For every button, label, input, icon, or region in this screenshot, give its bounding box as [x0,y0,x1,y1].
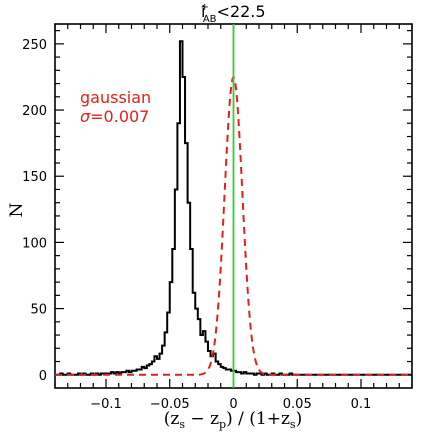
xlabel-prefix: (z [164,409,180,429]
xlabel-sub-s2: s [290,418,296,431]
title-suffix: <22.5 [217,2,266,21]
xlabel-middle: − z [185,409,219,429]
x-tick-label: 0.05 [283,397,312,412]
xlabel-sub-s: s [179,418,185,431]
chart-title: i+ AB<22.5 [200,2,265,25]
xlabel-suffix: ) [296,409,303,429]
annotation-gaussian: gaussian [80,88,151,107]
y-tick-label: 200 [22,104,47,119]
title-superscript: + [200,2,208,13]
y-tick-label: 150 [22,170,47,185]
axis-tick-labels: −0.1 −0.05 0 0.05 0.1 0 50 100 150 200 250 [22,38,371,412]
xlabel-middle2: ) / (1+z [226,409,290,429]
x-tick-label: −0.05 [150,397,190,412]
annotation-sigma: σ=0.007 [80,107,149,126]
y-tick-label: 50 [30,303,47,318]
y-tick-label: 100 [22,236,47,251]
chart-marks [55,24,412,388]
xlabel-sub-p: p [219,418,226,431]
x-axis-label: (zs − zp) / (1+zs) [164,409,302,431]
sigma-symbol: σ [80,107,91,126]
y-axis-label: N [7,202,27,217]
sigma-value: =0.007 [90,107,149,126]
title-main: i [201,2,205,21]
y-tick-label: 250 [22,38,47,53]
y-tick-label: 0 [39,369,47,384]
x-tick-label: 0 [229,397,237,412]
x-tick-label: −0.1 [90,397,122,412]
title-subscript: AB [203,14,217,25]
x-tick-label: 0.1 [351,397,372,412]
